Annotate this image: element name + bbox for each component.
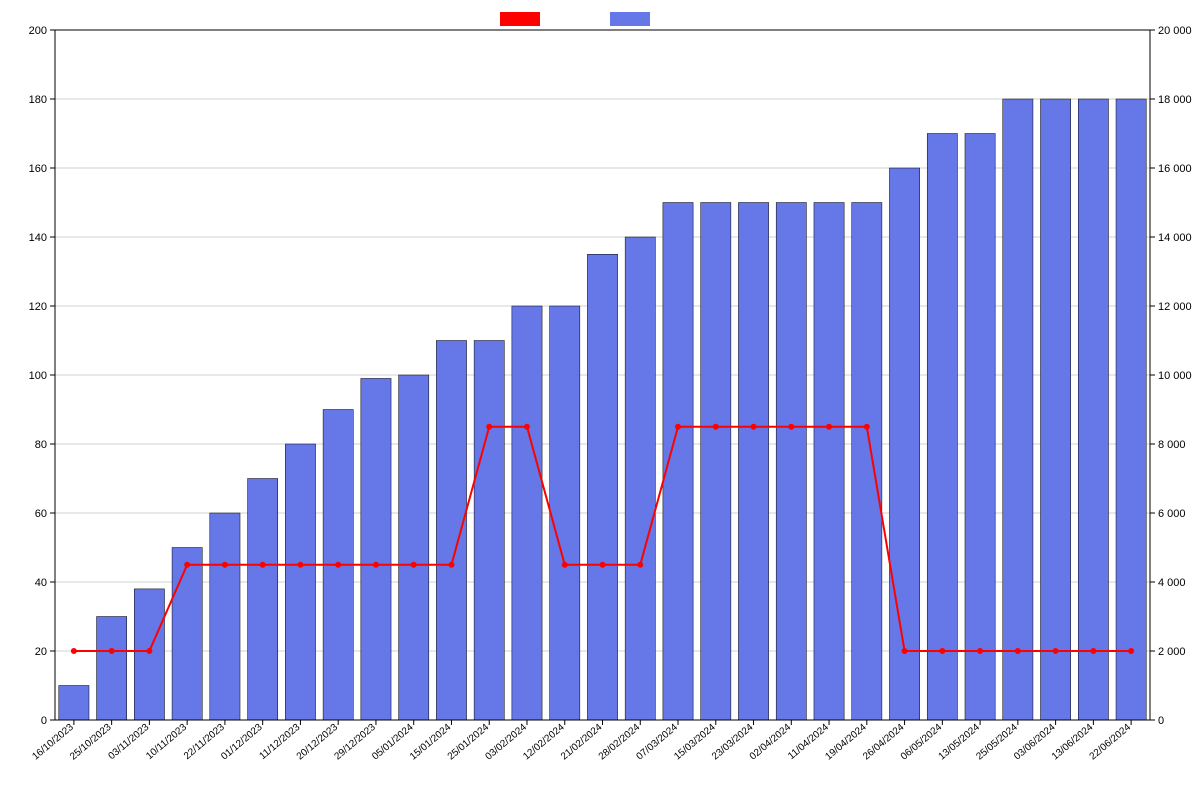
bar [285, 444, 315, 720]
x-tick-label: 25/10/2023 [68, 722, 114, 763]
line-marker [713, 424, 718, 429]
line-marker [751, 424, 756, 429]
y-right-tick-label: 2 000 [1158, 646, 1186, 658]
line-marker [864, 424, 869, 429]
bar [663, 203, 693, 721]
y-right-tick-label: 16 000 [1158, 163, 1192, 175]
line-marker [185, 562, 190, 567]
line-marker [109, 649, 114, 654]
y-right-tick-label: 0 [1158, 715, 1164, 727]
y-left-tick-label: 180 [29, 94, 47, 106]
bar [512, 306, 542, 720]
y-left-tick-label: 200 [29, 25, 47, 37]
bar [1078, 99, 1108, 720]
x-tick-label: 01/12/2023 [219, 722, 265, 763]
bar [814, 203, 844, 721]
bar [436, 341, 466, 721]
line-marker [222, 562, 227, 567]
line-marker [449, 562, 454, 567]
line-marker [298, 562, 303, 567]
line-marker [411, 562, 416, 567]
y-left-tick-label: 140 [29, 232, 47, 244]
y-right-tick-label: 18 000 [1158, 94, 1192, 106]
bar [248, 479, 278, 721]
x-tick-label: 22/06/2024 [1088, 722, 1134, 763]
line-marker [676, 424, 681, 429]
x-tick-label: 10/11/2023 [144, 722, 189, 762]
y-left-tick-label: 100 [29, 370, 47, 382]
bar [59, 686, 89, 721]
bar [701, 203, 731, 721]
y-right-tick-label: 8 000 [1158, 439, 1186, 451]
bar [474, 341, 504, 721]
x-tick-label: 03/11/2023 [106, 722, 151, 762]
line-marker [260, 562, 265, 567]
y-right-tick-label: 12 000 [1158, 301, 1192, 313]
line-marker [1091, 649, 1096, 654]
line-marker [600, 562, 605, 567]
line-marker [71, 649, 76, 654]
line-marker [940, 649, 945, 654]
line-marker [147, 649, 152, 654]
y-left-tick-label: 40 [35, 577, 47, 589]
bar [776, 203, 806, 721]
legend-swatch [610, 12, 650, 26]
bar [210, 513, 240, 720]
bar [852, 203, 882, 721]
y-left-tick-label: 120 [29, 301, 47, 313]
bar [1003, 99, 1033, 720]
bar [361, 378, 391, 720]
chart-container: 0 20 40 60 80 100 120 140 160 180 200 0 2 000 4 000 6 … [0, 0, 1200, 800]
line-marker [562, 562, 567, 567]
y-left-tick-label: 0 [41, 715, 47, 727]
bar [965, 134, 995, 721]
y-right-tick-label: 4 000 [1158, 577, 1186, 589]
bar [550, 306, 580, 720]
bar [927, 134, 957, 721]
bar [625, 237, 655, 720]
line-marker [902, 649, 907, 654]
line-marker [827, 424, 832, 429]
bar [1116, 99, 1146, 720]
x-tick-label: 02/04/2024 [748, 722, 794, 763]
y-right-tick-label: 20 000 [1158, 25, 1192, 37]
bar [97, 617, 127, 721]
y-left-tick-label: 160 [29, 163, 47, 175]
y-left-tick-label: 60 [35, 508, 47, 520]
line-marker [373, 562, 378, 567]
line-marker [978, 649, 983, 654]
y-left-tick-label: 80 [35, 439, 47, 451]
bar [172, 548, 202, 721]
line-marker [1015, 649, 1020, 654]
legend-swatch [500, 12, 540, 26]
bar [738, 203, 768, 721]
line-marker [638, 562, 643, 567]
y-right-tick-label: 14 000 [1158, 232, 1192, 244]
line-marker [487, 424, 492, 429]
bar [399, 375, 429, 720]
line-marker [336, 562, 341, 567]
line-marker [1129, 649, 1134, 654]
y-right-tick-label: 10 000 [1158, 370, 1192, 382]
bar [134, 589, 164, 720]
line-marker [1053, 649, 1058, 654]
line-marker [524, 424, 529, 429]
bar [587, 254, 617, 720]
bar [1041, 99, 1071, 720]
line-marker [789, 424, 794, 429]
bar [889, 168, 919, 720]
y-left-tick-label: 20 [35, 646, 47, 658]
y-right-tick-label: 6 000 [1158, 508, 1186, 520]
combo-chart: 0 20 40 60 80 100 120 140 160 180 200 0 2 000 4 000 6 … [0, 0, 1200, 800]
